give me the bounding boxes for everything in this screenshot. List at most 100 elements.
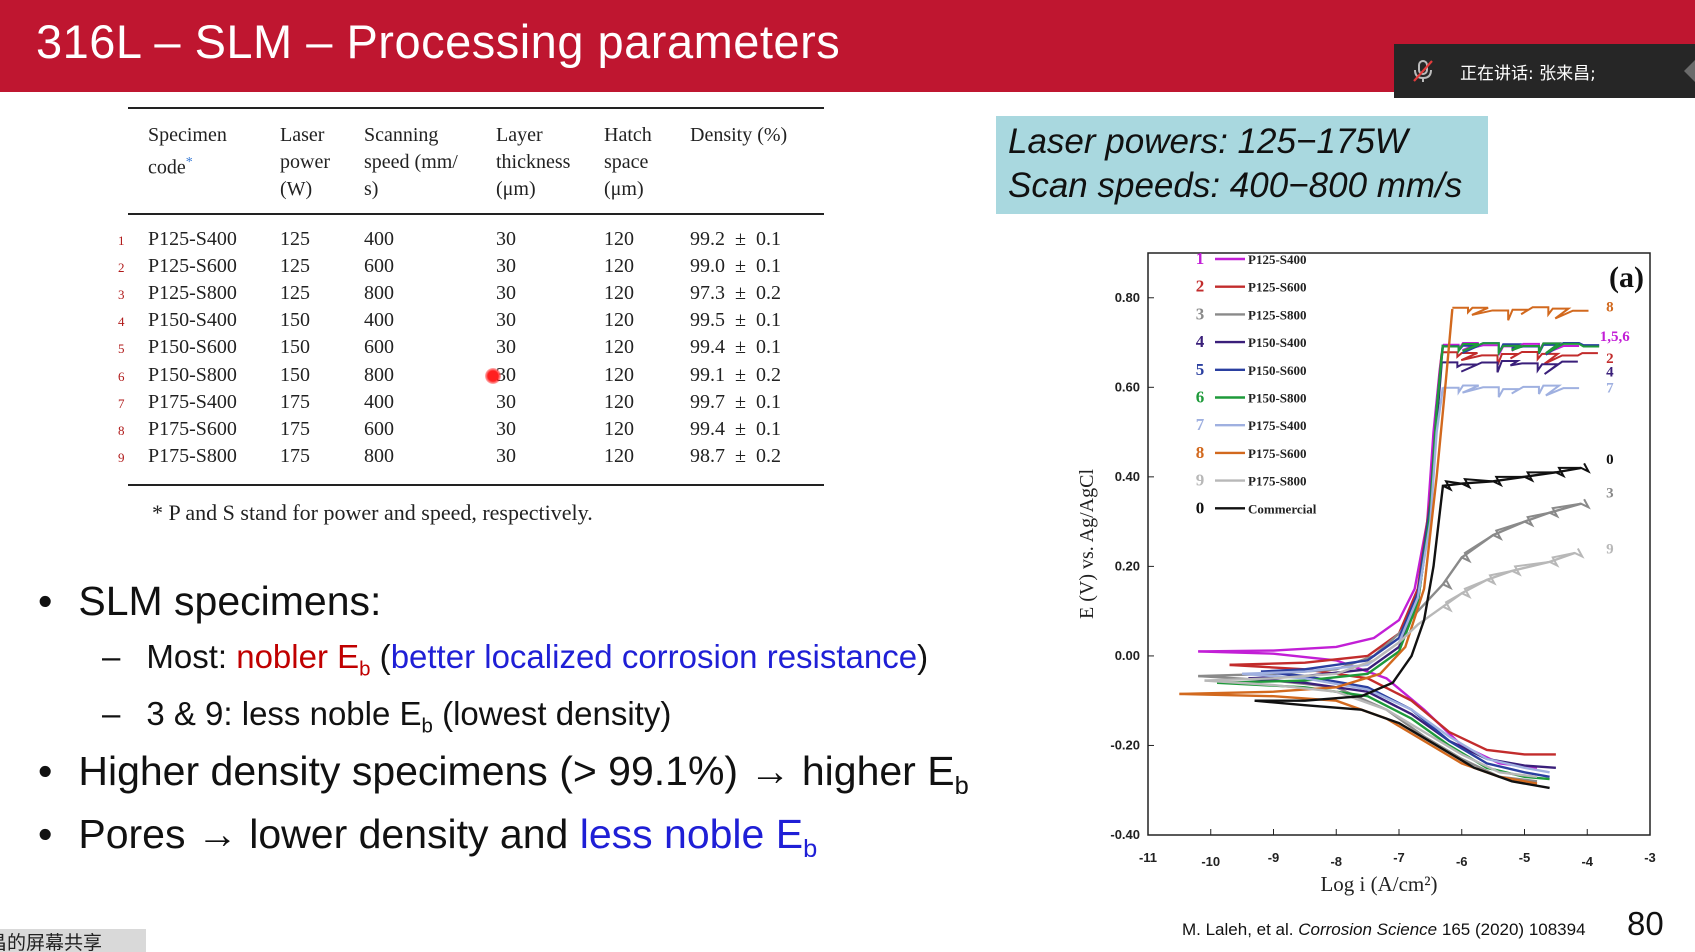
- mic-muted-icon[interactable]: [1410, 58, 1436, 84]
- x-tick-label: -4: [1581, 854, 1593, 869]
- series-end-label: 9: [1606, 541, 1614, 557]
- speaker-text: 正在讲话: 张来昌;: [1460, 64, 1596, 84]
- table-row: 1 P125-S400 125 400 30 120 99.2 ±0.1: [0, 228, 830, 255]
- series-7: 7 P175-S400: [1196, 384, 1580, 774]
- table-header-line: space: [604, 151, 649, 173]
- table-top-rule: [128, 107, 824, 109]
- density-part: 98.7: [690, 444, 725, 467]
- cell-speed: 800: [364, 363, 394, 386]
- series-end-label: 7: [1606, 380, 1614, 396]
- transpassive-region: [1442, 462, 1591, 492]
- info-box: Laser powers: 125−175W Scan speeds: 400−…: [996, 116, 1488, 214]
- cell-speed: 600: [364, 255, 394, 278]
- cell-layer: 30: [496, 255, 516, 278]
- table-header-line: (W): [280, 178, 313, 200]
- bullet-2: • Higher density specimens (> 99.1%) → hi…: [38, 748, 969, 801]
- cell-layer: 30: [496, 417, 516, 440]
- cell-hatch: 120: [604, 417, 634, 440]
- legend-label: P175-S800: [1248, 474, 1307, 489]
- density-part: ±: [735, 255, 746, 278]
- table-header-line: Specimen: [148, 124, 227, 146]
- row-index: 7: [118, 395, 125, 411]
- table-row: 2 P125-S600 125 600 30 120 99.0 ±0.1: [0, 255, 830, 282]
- cell-hatch: 120: [604, 282, 634, 305]
- cell-power: 175: [280, 417, 310, 440]
- cell-density: 99.1 ±0.2: [690, 364, 781, 387]
- row-index: 8: [118, 422, 125, 438]
- density-part: 99.7: [690, 390, 725, 413]
- table-header-line: (μm): [496, 178, 536, 200]
- table-row: 4 P150-S400 150 400 30 120 99.5 ±0.1: [0, 309, 830, 336]
- table-header-cell: Laser power (W): [280, 122, 330, 203]
- table-row: 8 P175-S600 175 600 30 120 99.4 ±0.1: [0, 418, 830, 445]
- row-index: 9: [118, 449, 125, 465]
- cell-power: 150: [280, 309, 310, 332]
- cell-code: P175-S800: [148, 444, 237, 467]
- anodic-branch: [1198, 344, 1445, 653]
- table-header-line: Scanning: [364, 124, 439, 146]
- cell-density: 99.4 ±0.1: [690, 418, 781, 441]
- cathodic-branch: [1254, 699, 1550, 790]
- cell-hatch: 120: [604, 255, 634, 278]
- table-header-cell: Layer thickness (μm): [496, 122, 570, 203]
- table-row: 7 P175-S400 175 400 30 120 99.7 ±0.1: [0, 391, 830, 418]
- screen-share-label[interactable]: 昌的屏幕共享: [0, 929, 146, 952]
- legend-label: P125-S800: [1248, 307, 1307, 322]
- anodic-branch: [1179, 308, 1454, 696]
- table-header-cell: Density (%): [690, 122, 787, 149]
- y-tick-label: -0.40: [1110, 827, 1140, 842]
- cell-layer: 30: [496, 336, 516, 359]
- speaker-overlay[interactable]: 正在讲话: 张来昌;: [1394, 44, 1695, 98]
- legend-label: Commercial: [1248, 501, 1317, 516]
- series-0: 0 Commercial: [1196, 462, 1591, 790]
- legend-number: 5: [1196, 360, 1205, 379]
- cell-code: P150-S800: [148, 363, 237, 386]
- table-header-line: thickness: [496, 151, 571, 173]
- density-part: ±: [735, 336, 746, 359]
- legend-label: P125-S400: [1248, 252, 1307, 267]
- series-end-label: 8: [1606, 300, 1614, 316]
- x-tick-label: -5: [1519, 850, 1531, 865]
- cell-density: 99.2 ±0.1: [690, 228, 781, 251]
- density-part: ±: [735, 390, 746, 413]
- transpassive-region: [1441, 359, 1578, 375]
- density-part: 0.2: [755, 282, 781, 305]
- x-tick-label: -11: [1139, 850, 1157, 865]
- x-tick-label: -3: [1644, 850, 1656, 865]
- series-end-label: 3: [1606, 486, 1614, 502]
- density-part: 99.1: [690, 363, 725, 386]
- table-header-line: Layer: [496, 124, 543, 146]
- cell-layer: 30: [496, 390, 516, 413]
- table-header-line: Laser: [280, 124, 325, 146]
- slide-title: 316L – SLM – Processing parameters: [36, 15, 841, 68]
- table-row: 9 P175-S800 175 800 30 120 98.7 ±0.2: [0, 445, 830, 472]
- collapse-arrow-icon[interactable]: [1684, 60, 1695, 82]
- cell-hatch: 120: [604, 444, 634, 467]
- density-part: ±: [735, 417, 746, 440]
- row-index: 2: [118, 260, 125, 276]
- info-scan-speeds: Scan speeds: 400−800 mm/s: [1008, 166, 1463, 205]
- table-row: 5 P150-S600 150 600 30 120 99.4 ±0.1: [0, 336, 830, 363]
- transpassive-region: [1452, 306, 1589, 321]
- density-part: 99.0: [690, 255, 725, 278]
- legend-number: 9: [1196, 471, 1205, 490]
- density-part: ±: [735, 228, 746, 250]
- cell-speed: 600: [364, 336, 394, 359]
- density-part: 99.4: [690, 336, 725, 359]
- table-footnote: * P and S stand for power and speed, res…: [152, 500, 593, 525]
- cell-hatch: 120: [604, 228, 634, 250]
- density-part: 0.1: [755, 228, 781, 250]
- cathodic-branch: [1248, 677, 1556, 770]
- row-index: 6: [118, 368, 125, 384]
- legend-number: 4: [1196, 332, 1205, 351]
- table-header-line: (μm): [604, 178, 644, 200]
- bullet-1a: – Most: nobler Eb (better localized corro…: [102, 638, 929, 681]
- cell-power: 125: [280, 228, 310, 250]
- table-header-line: code*: [148, 155, 193, 179]
- table-header-line: Hatch: [604, 124, 652, 146]
- bullet-3: • Pores → lower density and less noble Eb: [38, 811, 818, 864]
- table-row: 6 P150-S800 150 800 30 120 99.1 ±0.2: [0, 364, 830, 391]
- y-axis-label: E (V) vs. Ag/AgCl: [1076, 469, 1098, 619]
- table-bottom-rule: [128, 484, 824, 486]
